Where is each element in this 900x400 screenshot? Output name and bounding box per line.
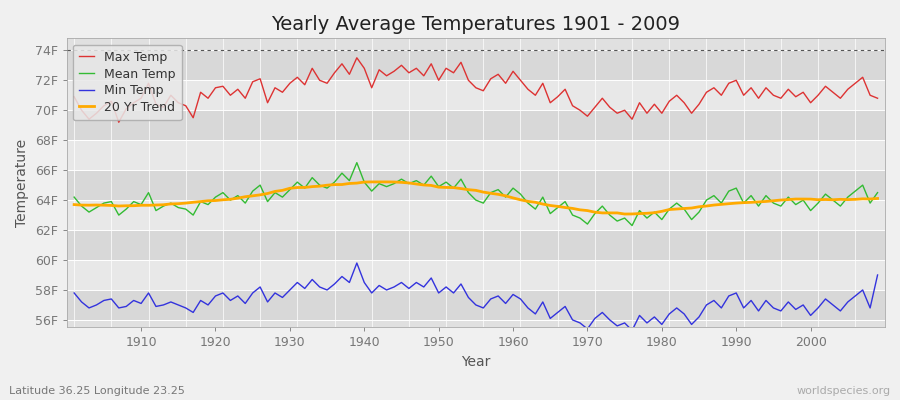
Min Temp — [605, 318, 616, 322]
Max Temp — [344, 72, 355, 77]
20 Yr Trend — [619, 212, 630, 216]
Min Temp — [292, 280, 302, 285]
Bar — [67, 260, 885, 290]
20 Yr Trend — [515, 198, 526, 202]
20 Yr Trend — [872, 196, 883, 201]
X-axis label: Year: Year — [461, 355, 491, 369]
Min Temp — [872, 272, 883, 277]
Max Temp — [113, 120, 124, 125]
20 Yr Trend — [292, 185, 302, 190]
Max Temp — [351, 56, 362, 60]
Mean Temp — [508, 186, 518, 190]
Legend: Max Temp, Mean Temp, Min Temp, 20 Yr Trend: Max Temp, Mean Temp, Min Temp, 20 Yr Tre… — [73, 44, 182, 120]
Max Temp — [612, 111, 623, 116]
Bar — [67, 290, 885, 320]
Bar — [67, 170, 885, 200]
Min Temp — [515, 296, 526, 301]
Title: Yearly Average Temperatures 1901 - 2009: Yearly Average Temperatures 1901 - 2009 — [272, 15, 680, 34]
Bar — [67, 50, 885, 80]
Mean Temp — [337, 171, 347, 176]
Min Temp — [626, 328, 637, 333]
20 Yr Trend — [129, 203, 140, 208]
Bar — [67, 230, 885, 260]
Mean Temp — [872, 190, 883, 195]
Line: Max Temp: Max Temp — [74, 58, 878, 122]
Line: 20 Yr Trend: 20 Yr Trend — [74, 182, 878, 214]
Mean Temp — [129, 199, 140, 204]
Text: worldspecies.org: worldspecies.org — [796, 386, 891, 396]
20 Yr Trend — [68, 202, 79, 207]
Mean Temp — [351, 160, 362, 165]
Line: Mean Temp: Mean Temp — [74, 163, 878, 226]
Line: Min Temp: Min Temp — [74, 263, 878, 330]
Mean Temp — [605, 213, 616, 218]
Mean Temp — [626, 223, 637, 228]
Max Temp — [136, 96, 147, 101]
20 Yr Trend — [605, 210, 616, 215]
Mean Temp — [515, 192, 526, 196]
Min Temp — [508, 292, 518, 297]
20 Yr Trend — [508, 196, 518, 200]
Mean Temp — [68, 195, 79, 200]
Bar — [67, 110, 885, 140]
Min Temp — [351, 261, 362, 266]
Max Temp — [872, 96, 883, 101]
Mean Temp — [292, 180, 302, 184]
20 Yr Trend — [366, 180, 377, 184]
Text: Latitude 36.25 Longitude 23.25: Latitude 36.25 Longitude 23.25 — [9, 386, 184, 396]
Min Temp — [337, 274, 347, 279]
20 Yr Trend — [337, 182, 347, 187]
Max Temp — [515, 78, 526, 83]
Bar — [67, 200, 885, 230]
Bar — [67, 80, 885, 110]
Min Temp — [129, 298, 140, 303]
Max Temp — [300, 82, 310, 87]
Bar — [67, 140, 885, 170]
Y-axis label: Temperature: Temperature — [15, 139, 29, 227]
Min Temp — [68, 290, 79, 295]
Max Temp — [523, 87, 534, 92]
Max Temp — [68, 94, 79, 99]
